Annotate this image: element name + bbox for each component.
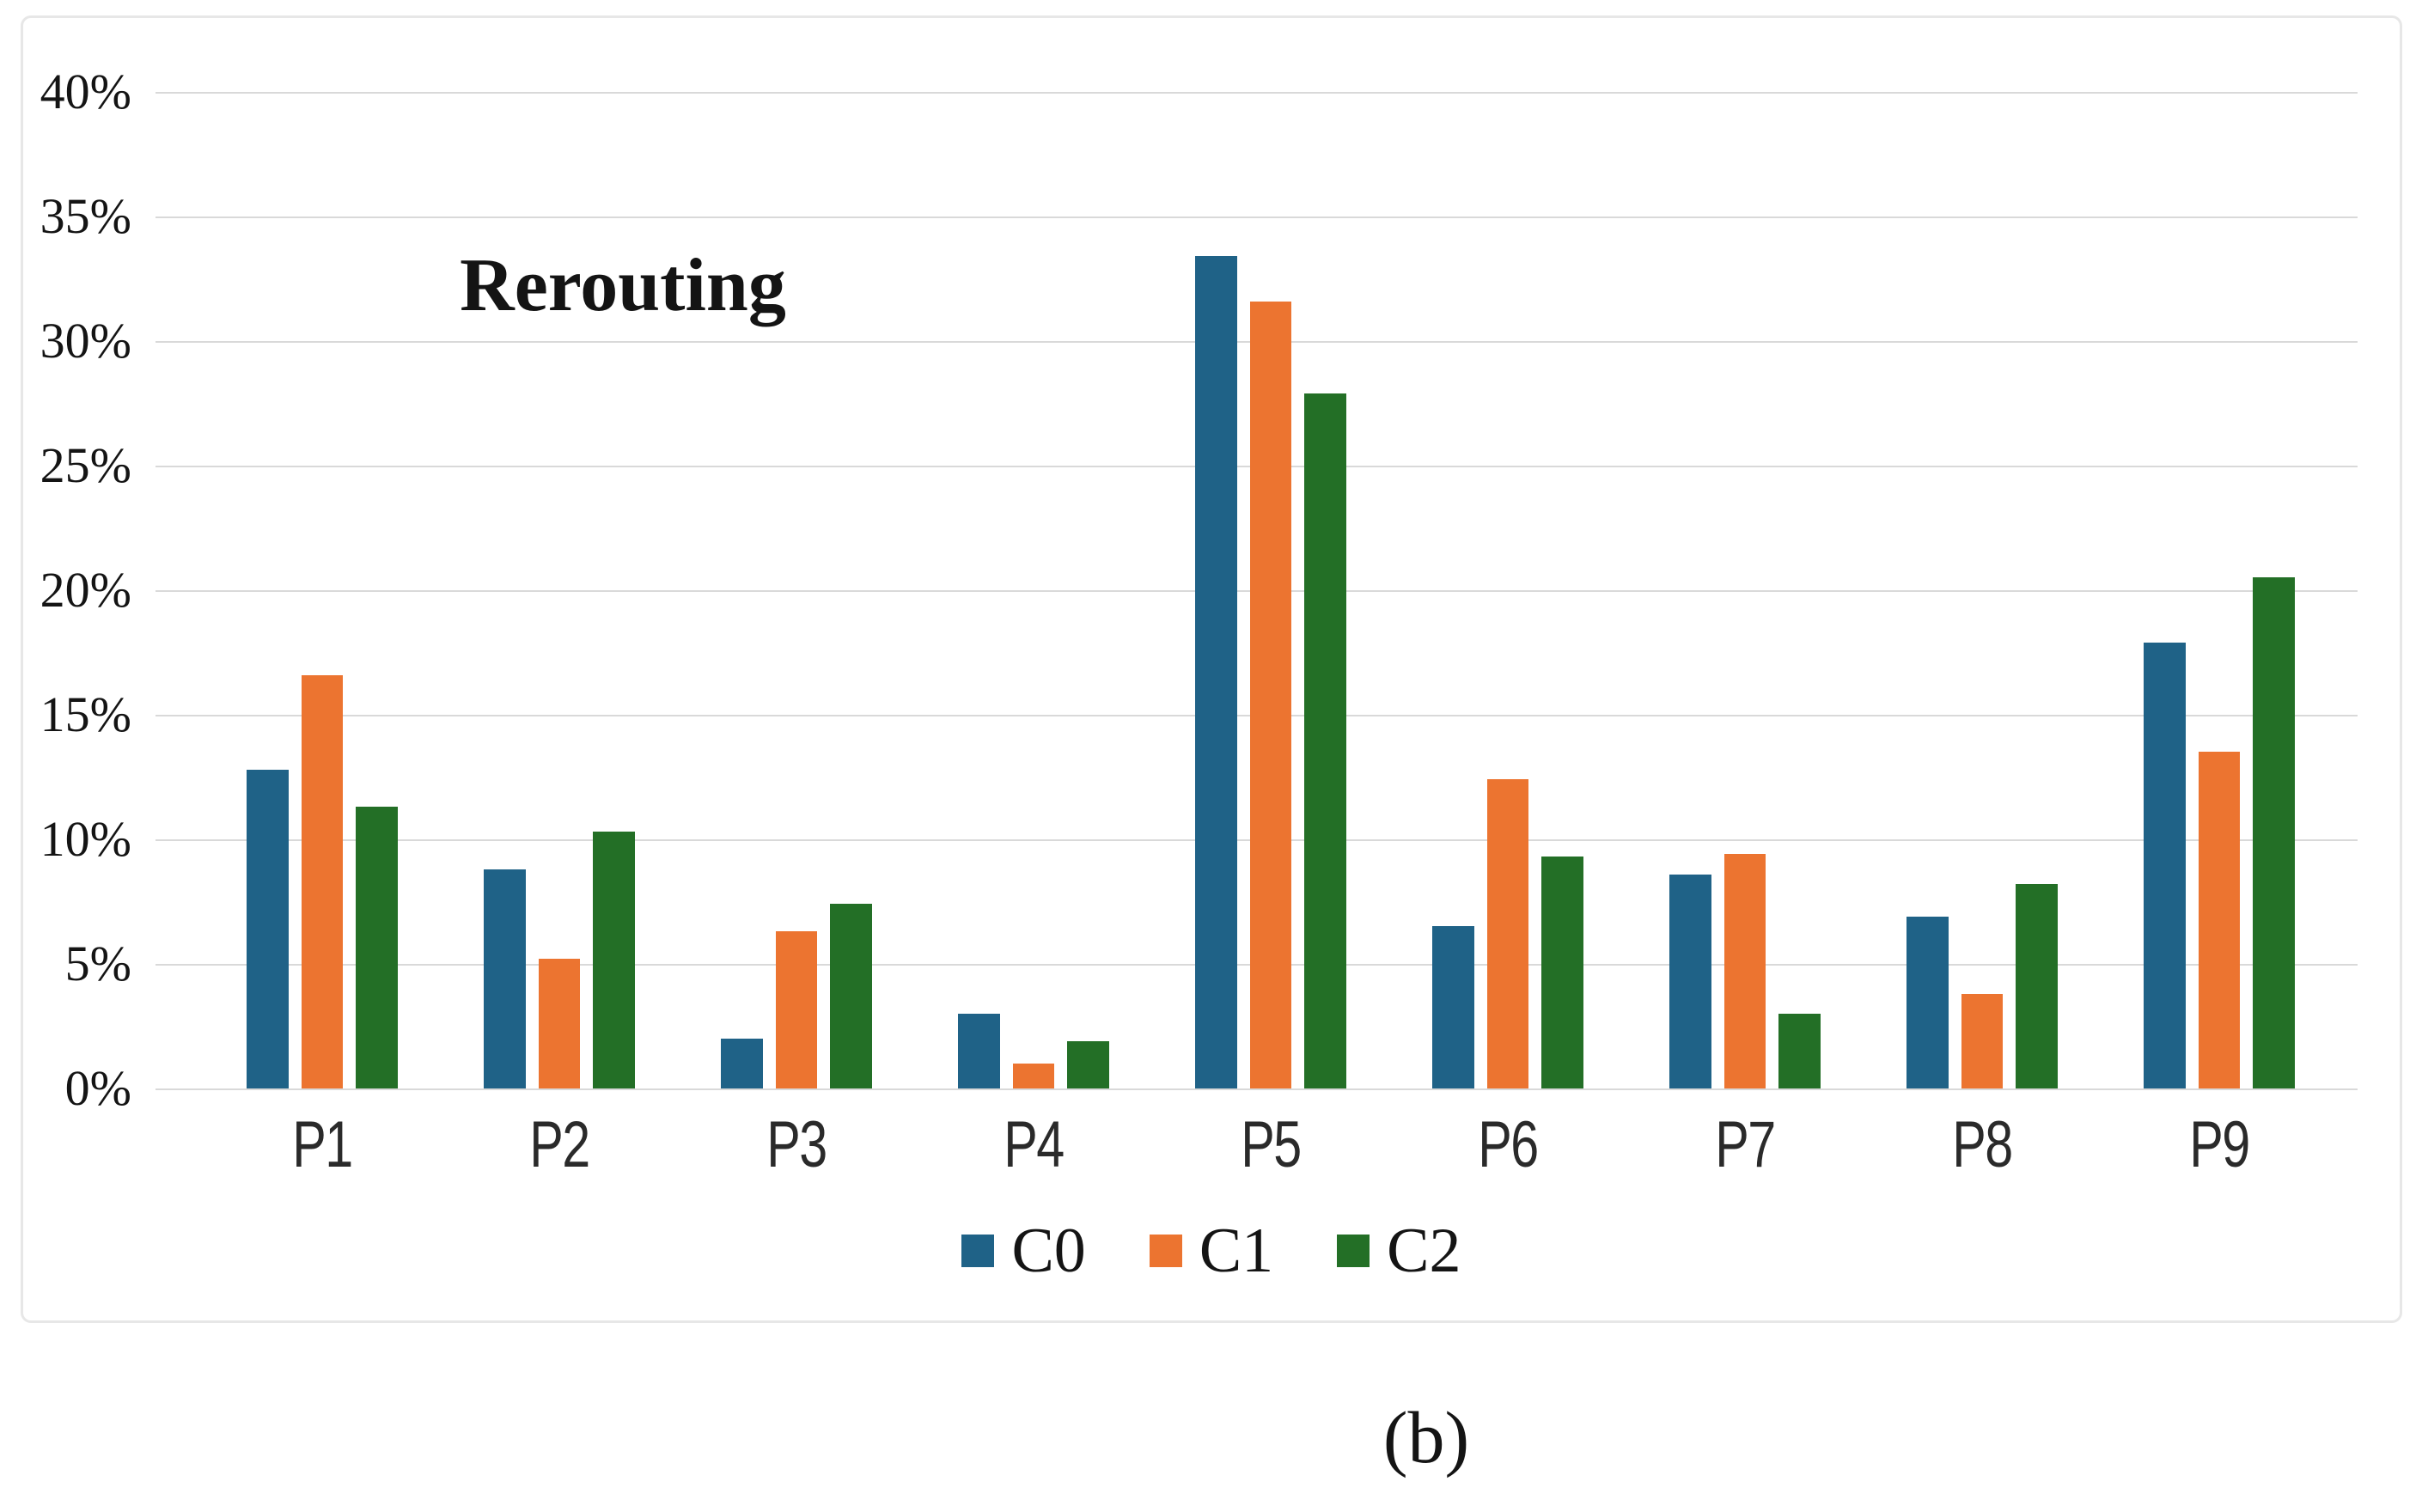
legend-label-C2: C2 <box>1387 1216 1461 1286</box>
bar-P5-C2 <box>1304 393 1347 1088</box>
legend-item-C0: C0 <box>961 1216 1086 1286</box>
bar-group-P2 <box>484 832 636 1088</box>
bar-P3-C1 <box>775 931 818 1088</box>
y-tick-label-20%: 20% <box>40 562 131 618</box>
x-tick-label-P1: P1 <box>292 1108 353 1181</box>
legend-label-C0: C0 <box>1011 1216 1086 1286</box>
legend-swatch-C1 <box>1149 1235 1182 1267</box>
bar-P7-C1 <box>1723 854 1766 1088</box>
x-tick-label-P4: P4 <box>1004 1108 1065 1181</box>
plot-area <box>156 92 2358 1090</box>
y-tick-label-35%: 35% <box>40 188 131 244</box>
x-tick-label-P6: P6 <box>1478 1108 1539 1181</box>
gridline-40% <box>156 92 2358 94</box>
legend-swatch-C2 <box>1337 1235 1370 1267</box>
x-tick-label-P9: P9 <box>2189 1108 2250 1181</box>
x-tick-label-P5: P5 <box>1241 1108 1302 1181</box>
bar-group-P6 <box>1432 779 1584 1088</box>
bar-P9-C0 <box>2144 643 2186 1088</box>
bar-P8-C2 <box>2016 884 2059 1088</box>
bar-P7-C2 <box>1778 1014 1821 1088</box>
gridline-35% <box>156 216 2358 218</box>
legend-item-C1: C1 <box>1149 1216 1274 1286</box>
bar-P8-C0 <box>1906 917 1949 1088</box>
y-tick-label-30%: 30% <box>40 313 131 369</box>
y-tick-label-5%: 5% <box>64 936 131 991</box>
panel-label: (b) <box>1382 1396 1470 1478</box>
bar-P1-C1 <box>301 675 344 1088</box>
bar-P3-C0 <box>721 1039 763 1088</box>
y-tick-label-10%: 10% <box>40 811 131 867</box>
bar-P3-C2 <box>830 904 873 1088</box>
bar-P1-C2 <box>356 807 399 1088</box>
bar-P2-C0 <box>484 869 526 1088</box>
chart-card: Rerouting 0% 5% 10% 15% 20% 25% 30% 35% 40% P1 P2… <box>21 15 2402 1323</box>
bar-P9-C2 <box>2253 577 2296 1088</box>
bar-P4-C0 <box>958 1014 1000 1088</box>
legend-label-C1: C1 <box>1199 1216 1274 1286</box>
x-tick-label-P3: P3 <box>766 1108 827 1181</box>
bar-group-P7 <box>1669 854 1821 1088</box>
bar-P2-C2 <box>593 832 636 1088</box>
bar-group-P1 <box>247 675 399 1088</box>
x-tick-label-P2: P2 <box>529 1108 590 1181</box>
legend-item-C2: C2 <box>1337 1219 1461 1283</box>
bar-P4-C1 <box>1012 1064 1055 1088</box>
bar-P2-C1 <box>538 959 581 1088</box>
chart-title: Rerouting <box>460 244 786 327</box>
bar-P4-C2 <box>1067 1041 1110 1088</box>
y-tick-label-25%: 25% <box>40 437 131 493</box>
y-tick-label-40%: 40% <box>40 64 131 119</box>
bar-P7-C0 <box>1669 875 1711 1088</box>
bar-P5-C0 <box>1195 256 1237 1088</box>
bar-P6-C1 <box>1486 779 1529 1088</box>
bar-group-P5 <box>1195 256 1347 1088</box>
bar-group-P3 <box>721 904 873 1088</box>
y-tick-label-0%: 0% <box>64 1060 131 1116</box>
legend-swatch-C0 <box>961 1235 995 1267</box>
bar-group-P8 <box>1906 884 2059 1088</box>
x-tick-label-P8: P8 <box>1952 1108 2013 1181</box>
bar-group-P9 <box>2144 577 2296 1088</box>
x-tick-label-P7: P7 <box>1715 1108 1776 1181</box>
bar-P6-C2 <box>1541 857 1584 1088</box>
bar-P9-C1 <box>2198 752 2241 1088</box>
legend: C0 C1 C2 <box>23 1219 2400 1283</box>
bar-P5-C1 <box>1249 302 1292 1088</box>
bar-P1-C0 <box>247 770 289 1088</box>
y-tick-label-15%: 15% <box>40 686 131 742</box>
x-axis-baseline <box>156 1088 2358 1090</box>
bar-P6-C0 <box>1432 926 1474 1088</box>
bar-P8-C1 <box>1961 994 2004 1088</box>
bar-group-P4 <box>958 1014 1110 1088</box>
